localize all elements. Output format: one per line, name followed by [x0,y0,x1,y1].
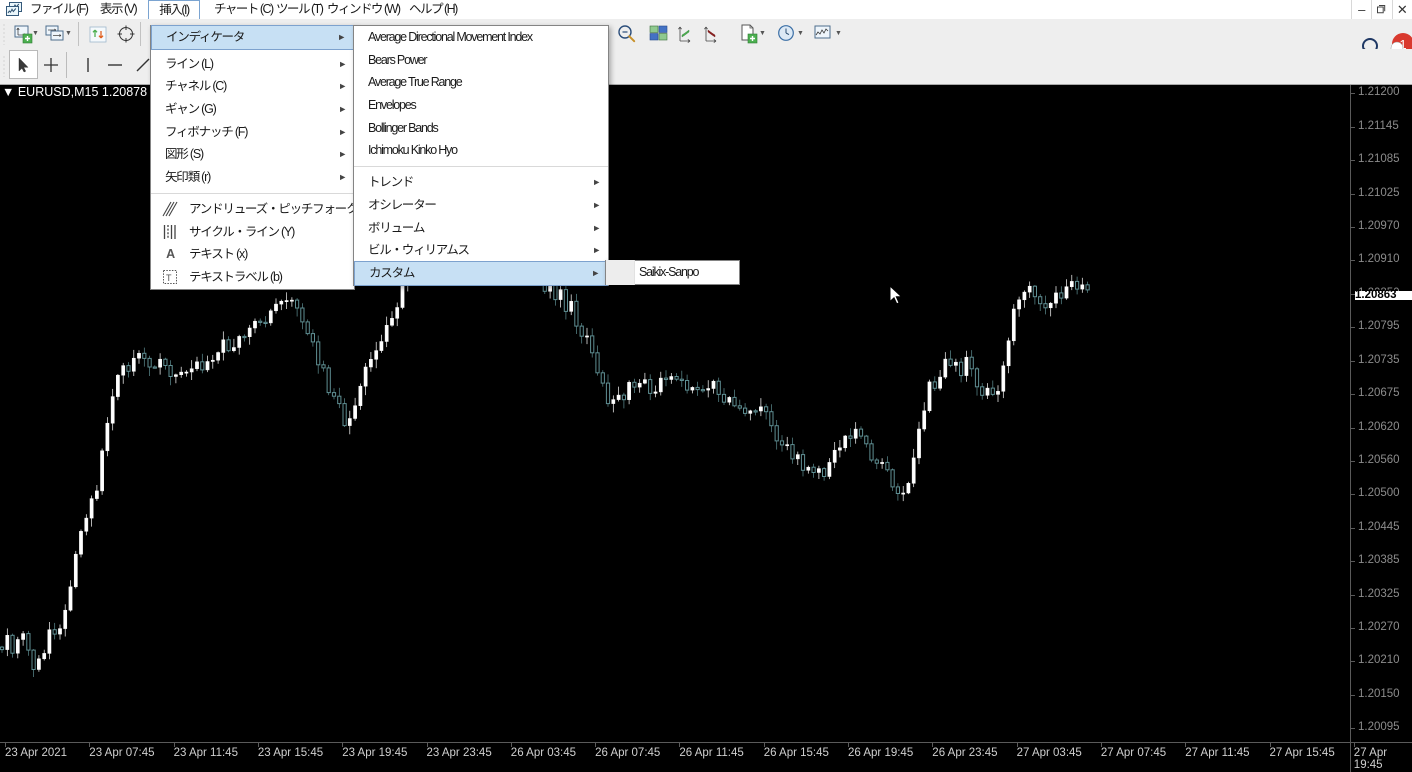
svg-text:T: T [166,273,172,283]
